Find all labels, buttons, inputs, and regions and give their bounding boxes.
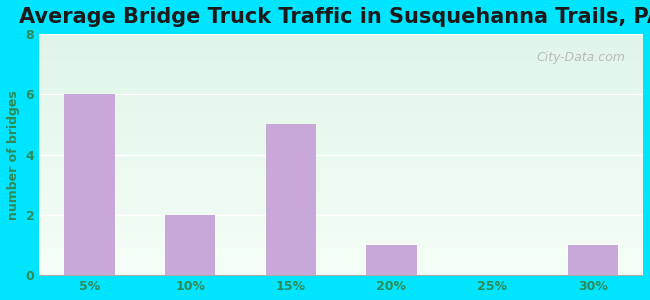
Bar: [64, 94, 114, 275]
Y-axis label: number of bridges: number of bridges: [7, 90, 20, 220]
Bar: [266, 124, 316, 275]
Bar: [567, 245, 618, 275]
Bar: [366, 245, 417, 275]
Title: Average Bridge Truck Traffic in Susquehanna Trails, PA: Average Bridge Truck Traffic in Susqueha…: [19, 7, 650, 27]
Bar: [165, 215, 215, 275]
Text: City-Data.com: City-Data.com: [536, 51, 625, 64]
